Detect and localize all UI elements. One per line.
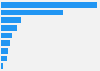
Bar <box>1 48 8 54</box>
Bar <box>1 56 7 61</box>
Bar <box>1 2 97 8</box>
Bar <box>1 40 10 46</box>
Bar <box>1 25 17 31</box>
Bar <box>1 10 63 15</box>
Bar <box>1 17 21 23</box>
Bar <box>1 33 12 38</box>
Bar <box>1 63 3 69</box>
